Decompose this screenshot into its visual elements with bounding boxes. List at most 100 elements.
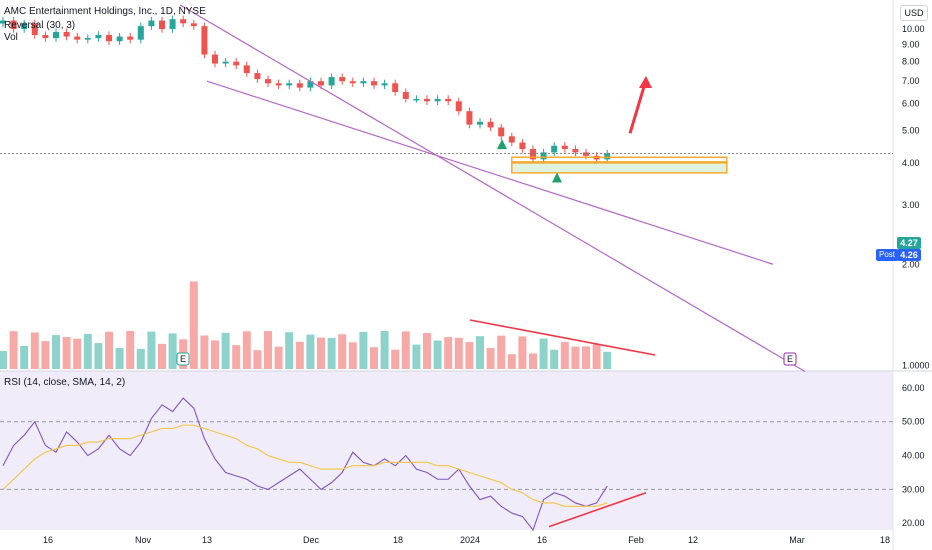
candle-body [42,35,49,39]
rsi-ma-line [2,424,608,507]
volume-bar [62,337,71,369]
volume-bar [158,343,166,369]
time-tick-label: Feb [628,535,644,545]
time-tick-label: 13 [202,535,212,545]
volume-bar [370,347,378,369]
candle-body [402,92,409,99]
up-arrow-shaft [628,82,647,134]
candle-body [159,20,165,30]
volume-bar [211,340,219,369]
candle-body [137,26,144,40]
volume-bar [285,332,294,369]
time-tick-label: 2024 [460,535,480,545]
price-tick-label: 5.00 [902,125,920,135]
candle-body [222,61,229,64]
candle-body [148,20,155,27]
earnings-marker-label: E [180,354,186,364]
rsi-tick-label: 50.00 [902,417,925,427]
volume-bar [9,331,18,369]
candle-body [233,61,240,66]
candle-body [392,83,399,93]
volume-bar [264,331,272,369]
volume-bar [571,346,580,369]
candle-body [455,101,462,112]
support-zone-top [511,156,728,163]
currency-button[interactable]: USD [900,5,928,21]
volume-bar [529,353,537,369]
time-tick-label: 18 [393,535,403,545]
volume-bar [274,346,283,369]
volume-bar [253,350,262,369]
candle-body [307,81,314,88]
candle-body [339,77,346,82]
up-arrow-head [639,76,652,89]
candle-body [413,98,420,101]
volume-bar [306,334,315,369]
candle-body [424,98,430,102]
volume-bar [136,348,145,369]
volume-bar [94,343,103,369]
volume-bar [83,333,92,369]
candle-body [127,36,134,40]
volume-bar [412,344,421,369]
price-tick-label: 7.00 [902,76,920,86]
candle-body [349,81,356,84]
support-zone-bottom [511,162,728,174]
time-tick-label: 16 [43,535,53,545]
volume-bar [232,345,241,369]
price-tick-label: 3.00 [902,200,920,210]
indicator-reversal-label: Reversal (30, 3) [4,20,76,31]
candle-body [31,23,38,36]
candle-body [318,81,324,86]
candle-body [381,83,388,86]
volume-bar [380,331,389,369]
candle-body [106,35,112,42]
candle-body [74,36,81,40]
volume-bars [0,281,612,369]
volume-bar [338,334,347,369]
volume-bar [603,351,612,369]
reversal-marker [497,139,507,150]
volume-bar [391,349,400,369]
candle-body [190,23,197,27]
candle-body [201,26,208,55]
volume-bar [423,333,431,369]
candle-body [371,81,377,86]
price-tick-label: 1.0000 [902,361,930,371]
candle-body [169,19,176,30]
rsi-tick-label: 60.00 [902,383,925,393]
earnings-marker [176,352,190,366]
candle-body [0,20,6,24]
candle-body [243,65,250,74]
price-axis: 10.00 9.00 8.00 7.00 6.00 5.00 4.00 3.00 2.00 1.0… [902,24,930,528]
candle-body [254,73,261,80]
candle-body [360,81,367,84]
candle-body [328,77,335,86]
volume-bar [539,338,548,369]
volume-bar [147,331,156,369]
candle-body [508,136,515,143]
time-tick-label: 12 [688,535,698,545]
time-axis: 16 Nov 13 Dec 18 2024 16 Feb 12 Mar 18 [43,535,890,545]
post-label: Post [876,249,898,261]
volume-bar [126,331,135,369]
volume-bar [433,340,442,369]
candle-body [583,152,589,156]
volume-bar [317,337,325,369]
volume-bar [41,341,50,369]
candle-body [551,145,558,153]
indicator-vol-label: Vol [4,32,18,43]
volume-bar [560,341,569,369]
volume-bar [52,335,60,369]
candle-body [445,98,452,102]
volume-bar [189,281,198,369]
trendline-upper [179,4,806,373]
candle-body [84,38,91,40]
price-tick-label: 6.00 [902,99,920,109]
rsi-line [2,397,608,532]
volume-bar [582,346,590,369]
time-tick-label: 18 [880,535,890,545]
